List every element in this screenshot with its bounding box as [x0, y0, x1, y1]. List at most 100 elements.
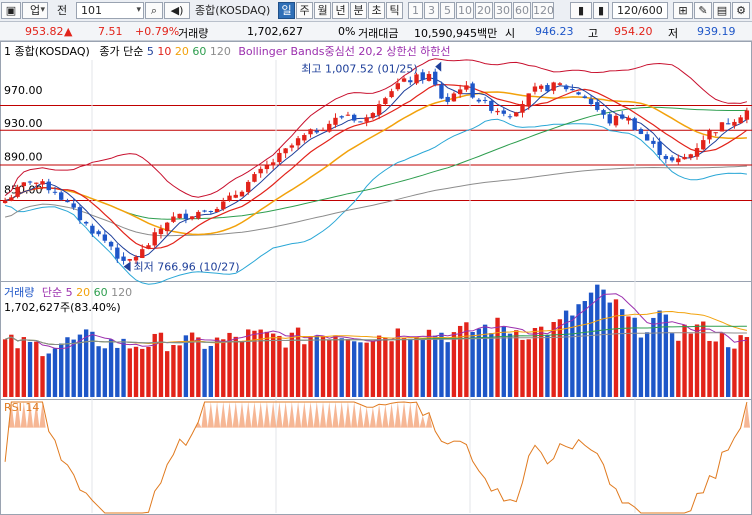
- settings-icon[interactable]: ⚙: [732, 2, 750, 19]
- candle-body: [638, 129, 644, 134]
- candle-body: [744, 110, 750, 120]
- market-select-label: 업: [29, 4, 41, 17]
- candle-body: [252, 174, 257, 182]
- ma10-label: 10: [157, 45, 172, 58]
- period-tab[interactable]: 년: [332, 2, 349, 19]
- volume-bar: [239, 341, 245, 397]
- rsi-overbought-fill: [419, 415, 426, 428]
- volume-bar: [632, 317, 637, 397]
- candle-body: [495, 110, 500, 113]
- market-select[interactable]: 업 ▾: [22, 2, 48, 19]
- high-value: 954.20: [614, 25, 653, 38]
- candle-body: [208, 211, 213, 213]
- volume-bar: [644, 332, 650, 397]
- candle-body: [177, 213, 182, 219]
- rsi-overbought-fill: [338, 402, 345, 428]
- interval-button[interactable]: 10: [456, 2, 474, 19]
- volume-bar: [214, 337, 220, 397]
- period-tab[interactable]: 월: [314, 2, 331, 19]
- volume-bar: [476, 328, 482, 397]
- volume-bar: [208, 345, 213, 397]
- draw-tool-icon[interactable]: ✎: [694, 2, 712, 19]
- candle-body: [308, 129, 313, 135]
- candle-body: [401, 78, 407, 82]
- rsi-overbought-fill: [288, 402, 295, 428]
- volume-bar: [613, 299, 619, 397]
- volume-bar: [65, 337, 70, 397]
- rsi-overbought-fill: [33, 402, 40, 428]
- period-tab[interactable]: 주: [296, 2, 313, 19]
- interval-button[interactable]: 20: [475, 2, 493, 19]
- rsi-overbought-fill: [238, 402, 246, 428]
- volume-bar: [27, 341, 33, 397]
- count-value: 120: [617, 4, 638, 17]
- candle-body: [40, 181, 45, 185]
- high-annotation: 최고 1,007.52 (01/25): [301, 63, 418, 76]
- candle-body: [96, 231, 101, 235]
- volume-bar: [221, 339, 226, 397]
- period-tab[interactable]: 초: [368, 2, 385, 19]
- volume-bar: [607, 302, 612, 397]
- rsi-overbought-fill: [382, 404, 389, 428]
- interval-button[interactable]: 30: [494, 2, 512, 19]
- candle-body: [233, 194, 238, 198]
- candle-body: [77, 207, 83, 221]
- volume-bar: [227, 332, 232, 397]
- candle-body: [152, 232, 157, 246]
- candle-body: [719, 122, 725, 132]
- candle-body: [140, 249, 145, 259]
- count-field[interactable]: 120/600: [612, 2, 668, 19]
- rsi-overbought-fill: [270, 402, 277, 428]
- save-icon[interactable]: ▤: [713, 2, 731, 19]
- volume-bar: [495, 317, 500, 397]
- candle-body: [420, 72, 425, 80]
- candle-body: [669, 157, 675, 161]
- rsi-overbought-fill: [14, 402, 21, 428]
- interval-button[interactable]: 1: [408, 2, 423, 19]
- candle-body: [196, 211, 201, 219]
- interval-button[interactable]: 3: [424, 2, 439, 19]
- period-tab[interactable]: 일: [278, 2, 295, 19]
- ma20-line: [4, 91, 747, 236]
- volume-bar: [451, 332, 457, 397]
- rsi-overbought-fill: [226, 402, 233, 428]
- candle-body: [644, 134, 650, 141]
- candle-body: [376, 104, 382, 115]
- candle-body: [202, 210, 207, 212]
- volume-bar: [744, 337, 750, 397]
- vol-ma20-label: 20: [76, 286, 91, 299]
- candle-body: [682, 156, 687, 160]
- candle-body: [289, 145, 295, 148]
- volume-bar: [520, 339, 525, 397]
- volume-bar: [345, 339, 351, 397]
- candle-body: [264, 165, 270, 170]
- sound-icon[interactable]: ◀): [164, 2, 190, 19]
- window-menu-icon[interactable]: ▣: [1, 2, 21, 19]
- rsi-overbought-fill: [263, 402, 271, 428]
- ma20-label: 20: [174, 45, 189, 58]
- interval-button[interactable]: 60: [513, 2, 531, 19]
- volume-bar: [688, 333, 693, 397]
- increment-icon[interactable]: ▮: [570, 2, 592, 19]
- candle-body: [501, 110, 506, 114]
- volume-bar: [420, 339, 425, 397]
- volume-bar: [464, 322, 469, 397]
- candle-body: [464, 85, 469, 90]
- code-input[interactable]: 101 ▾: [76, 2, 144, 19]
- interval-button[interactable]: 120: [532, 2, 554, 19]
- decrement-icon[interactable]: ▮: [593, 2, 609, 19]
- interval-button[interactable]: 5: [440, 2, 455, 19]
- period-tab[interactable]: 분: [350, 2, 367, 19]
- volume-bar: [489, 333, 494, 397]
- candle-body: [83, 221, 89, 224]
- candle-body: [258, 168, 263, 174]
- rsi-overbought-fill: [20, 402, 27, 428]
- period-tab[interactable]: 틱: [386, 2, 403, 19]
- volume-ma120-line: [4, 332, 747, 346]
- volume-bar: [158, 332, 164, 397]
- indicator-icon[interactable]: ⊞: [673, 2, 693, 19]
- search-icon[interactable]: ⌕: [145, 2, 163, 19]
- candle-body: [295, 138, 301, 146]
- candle-body: [71, 203, 76, 208]
